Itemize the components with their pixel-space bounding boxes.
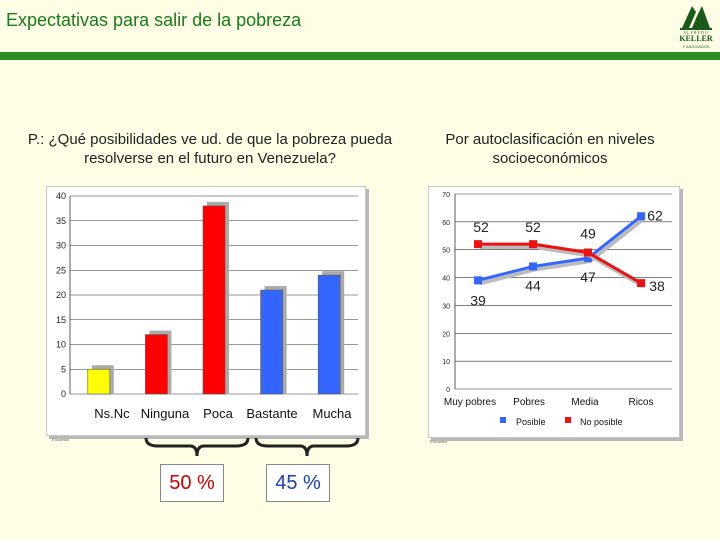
bar: [260, 289, 283, 395]
y-tick-label: 35: [56, 216, 66, 226]
y-tick-label: 70: [442, 192, 450, 199]
series-marker: [474, 276, 482, 285]
y-tick-label: 0: [61, 389, 66, 399]
bar: [87, 368, 111, 395]
series-line-shadow: [479, 217, 645, 286]
title-rule: [0, 52, 720, 60]
y-tick-label: 50: [442, 248, 450, 255]
legend-swatch: [565, 417, 571, 423]
data-label: 44: [525, 277, 541, 293]
x-category-label: Pobres: [513, 397, 545, 408]
data-label: 38: [649, 278, 665, 294]
series-marker: [637, 279, 645, 288]
x-category-label: Ninguna: [141, 406, 190, 421]
data-label: 49: [580, 226, 596, 242]
x-category-label: Bastante: [246, 406, 297, 421]
x-category-label: Media: [571, 397, 599, 408]
legend-swatch: [500, 417, 506, 423]
x-category-label: Muy pobres: [444, 397, 496, 408]
data-label: 62: [647, 207, 663, 223]
data-label: 52: [473, 219, 489, 235]
legend-label: Posible: [516, 417, 546, 427]
group-brace-right: [254, 437, 360, 457]
logo-line1: ALFREDO: [683, 30, 709, 35]
line-chart-source: Encuesta: [430, 439, 447, 444]
y-tick-label: 30: [56, 241, 66, 251]
series-line: [477, 215, 642, 282]
bar-chart-source: Encuesta: [52, 437, 69, 442]
data-label: 52: [525, 219, 541, 235]
x-category-label: Mucha: [312, 406, 352, 421]
series-marker: [637, 212, 645, 221]
data-label: 39: [470, 292, 486, 308]
y-tick-label: 20: [56, 290, 66, 300]
series-marker: [529, 240, 537, 249]
series-marker: [529, 262, 537, 271]
y-tick-label: 15: [56, 315, 66, 325]
bar: [317, 274, 341, 395]
y-tick-label: 10: [442, 359, 450, 366]
y-tick-label: 0: [446, 387, 450, 394]
group-total-yes: 45 %: [266, 464, 330, 502]
x-category-label: Poca: [203, 406, 233, 421]
series-marker: [474, 240, 482, 249]
y-tick-label: 5: [61, 364, 66, 374]
series-line: [478, 242, 642, 285]
group-brace-left: [144, 437, 250, 457]
logo: ALFREDO KELLER Y ASOCIADOS: [676, 4, 716, 50]
line-chart-panel: [428, 186, 680, 438]
slide-title: Expectativas para salir de la pobreza: [6, 10, 302, 30]
data-label: 47: [580, 269, 596, 285]
group-total-no: 50 %: [160, 464, 224, 502]
logo-mark-icon: [680, 6, 712, 30]
y-tick-label: 10: [56, 340, 66, 350]
y-tick-label: 25: [56, 265, 66, 275]
x-category-label: Ricos: [628, 397, 653, 408]
legend-label: No posible: [580, 417, 623, 427]
y-tick-label: 30: [442, 303, 450, 310]
logo-line3: Y ASOCIADOS: [682, 44, 710, 49]
question-text: P.: ¿Qué posibilidades ve ud. de que la …: [27, 131, 393, 167]
y-tick-label: 40: [442, 276, 450, 283]
series-marker: [584, 254, 592, 263]
y-tick-label: 20: [442, 331, 450, 338]
series-marker: [584, 248, 592, 257]
y-tick-label: 40: [56, 191, 66, 201]
logo-line2: KELLER: [679, 34, 713, 43]
bar: [145, 334, 168, 395]
y-tick-label: 60: [442, 220, 450, 227]
segment-heading: Por autoclasificación en niveles socioec…: [445, 131, 655, 167]
series-line-shadow: [480, 245, 645, 288]
x-category-label: Ns.Nc: [94, 406, 130, 421]
bar: [202, 205, 226, 395]
